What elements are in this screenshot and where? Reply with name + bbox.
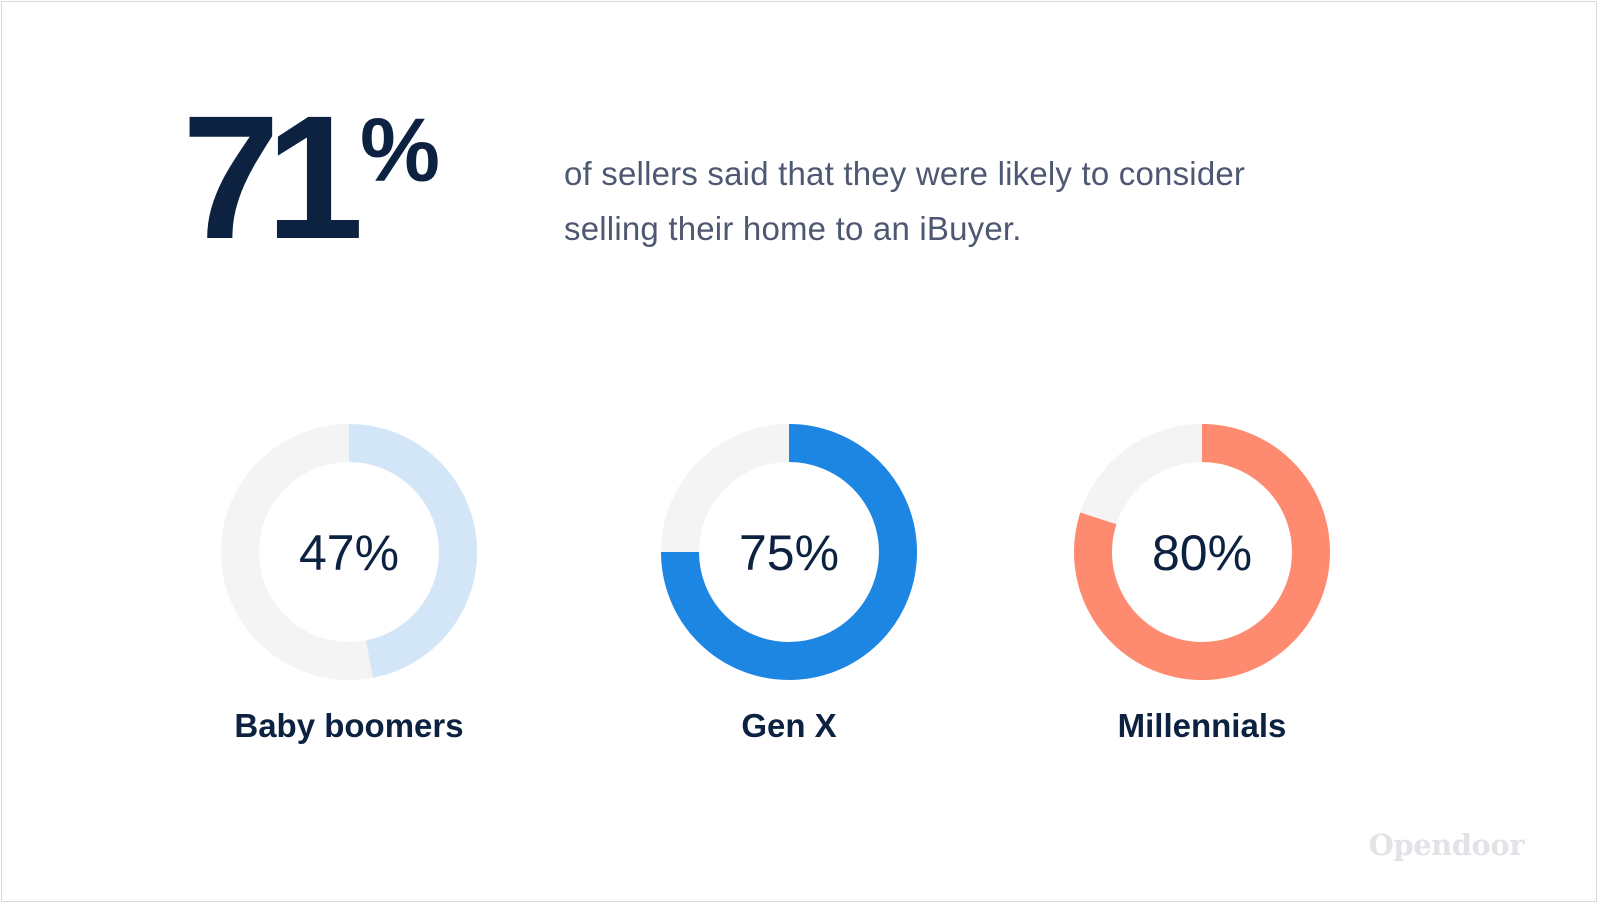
headline-number: 71 [182,80,364,276]
donut-baby-boomers: 47% Baby boomers [221,424,477,744]
headline-percent-sign: % [360,101,441,201]
donut-arc-millennials [1074,424,1330,680]
donut-value-millennials: 80% [1152,525,1252,581]
donut-arc-baby-boomers [348,424,477,678]
donut-label-baby-boomers: Baby boomers [234,707,463,744]
donut-arc-gen-x [661,424,917,680]
donut-millennials: 80% Millennials [1074,424,1330,744]
donut-gen-x: 75% Gen X [661,424,917,744]
opendoor-logo: Opendoor [1368,828,1525,862]
headline-description: of sellers said that they were likely to… [564,155,1246,247]
donut-value-gen-x: 75% [739,525,839,581]
donut-value-baby-boomers: 47% [299,525,399,581]
donut-label-gen-x: Gen X [741,707,836,744]
donut-label-millennials: Millennials [1118,707,1287,744]
